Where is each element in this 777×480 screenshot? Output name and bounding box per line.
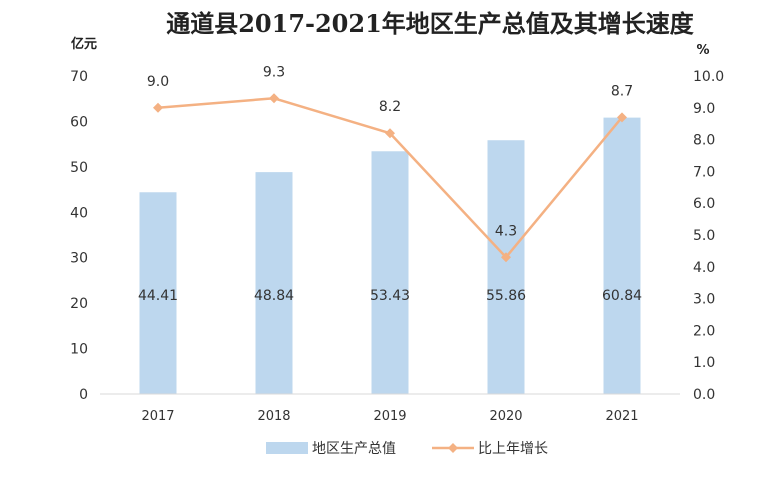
legend-line-marker <box>448 443 458 453</box>
bar-value-label: 55.86 <box>486 288 526 304</box>
bar-series <box>139 117 641 394</box>
bar-value-label: 53.43 <box>370 288 410 304</box>
right-tick-label: 10.0 <box>693 69 724 85</box>
bar-value-labels: 44.41 48.84 53.43 55.86 60.84 <box>138 288 642 304</box>
legend: 地区生产总值 比上年增长 <box>266 441 548 457</box>
line-value-label: 9.3 <box>263 64 285 80</box>
left-tick-label: 70 <box>70 69 88 85</box>
bar <box>255 172 293 394</box>
bar <box>603 117 641 394</box>
x-axis-ticks: 2017 2018 2019 2020 2021 <box>141 409 638 424</box>
left-tick-label: 0 <box>79 387 88 403</box>
right-tick-label: 1.0 <box>693 355 715 371</box>
right-tick-label: 0.0 <box>693 387 715 403</box>
line-value-label: 8.7 <box>611 83 633 99</box>
left-axis-unit: 亿元 <box>71 36 97 52</box>
right-tick-label: 5.0 <box>693 228 715 244</box>
legend-bar-swatch <box>266 442 308 454</box>
x-tick-label: 2018 <box>257 409 290 424</box>
right-axis-unit: % <box>696 43 709 58</box>
right-tick-label: 9.0 <box>693 101 715 117</box>
left-tick-label: 30 <box>70 251 88 267</box>
growth-point <box>617 112 627 123</box>
left-axis-ticks: 0 10 20 30 40 50 60 70 <box>70 69 88 403</box>
bar-value-label: 44.41 <box>138 288 178 304</box>
left-tick-label: 60 <box>70 114 88 130</box>
left-tick-label: 40 <box>70 205 88 221</box>
x-tick-label: 2017 <box>141 409 174 424</box>
right-tick-label: 6.0 <box>693 196 715 212</box>
bar <box>139 192 177 394</box>
right-tick-label: 4.0 <box>693 260 715 276</box>
right-tick-label: 7.0 <box>693 164 715 180</box>
right-axis-ticks: 0.0 1.0 2.0 3.0 4.0 5.0 6.0 7.0 8.0 9.0 10.0 <box>693 69 724 403</box>
line-series <box>153 93 627 263</box>
growth-point <box>501 252 511 263</box>
right-tick-label: 2.0 <box>693 323 715 339</box>
right-tick-label: 8.0 <box>693 133 715 149</box>
left-tick-label: 50 <box>70 160 88 176</box>
line-value-label: 8.2 <box>379 99 401 115</box>
x-tick-label: 2021 <box>605 409 638 424</box>
growth-point <box>153 102 163 113</box>
bar-value-label: 48.84 <box>254 288 294 304</box>
chart-title: 通道县2017-2021年地区生产总值及其增长速度 <box>166 9 695 38</box>
bar-value-label: 60.84 <box>602 288 642 304</box>
right-tick-label: 3.0 <box>693 292 715 308</box>
legend-bar-label: 地区生产总值 <box>312 441 396 457</box>
line-value-label: 4.3 <box>495 223 517 239</box>
growth-point <box>269 93 279 104</box>
growth-point <box>385 128 395 139</box>
left-tick-label: 20 <box>70 296 88 312</box>
bar <box>371 151 409 394</box>
line-value-label: 9.0 <box>147 74 169 90</box>
x-tick-label: 2019 <box>373 409 406 424</box>
x-tick-label: 2020 <box>489 409 522 424</box>
left-tick-label: 10 <box>70 342 88 358</box>
line-value-labels: 9.0 9.3 8.2 4.3 8.7 <box>147 64 633 239</box>
bar <box>487 140 525 394</box>
legend-line-label: 比上年增长 <box>478 441 548 457</box>
